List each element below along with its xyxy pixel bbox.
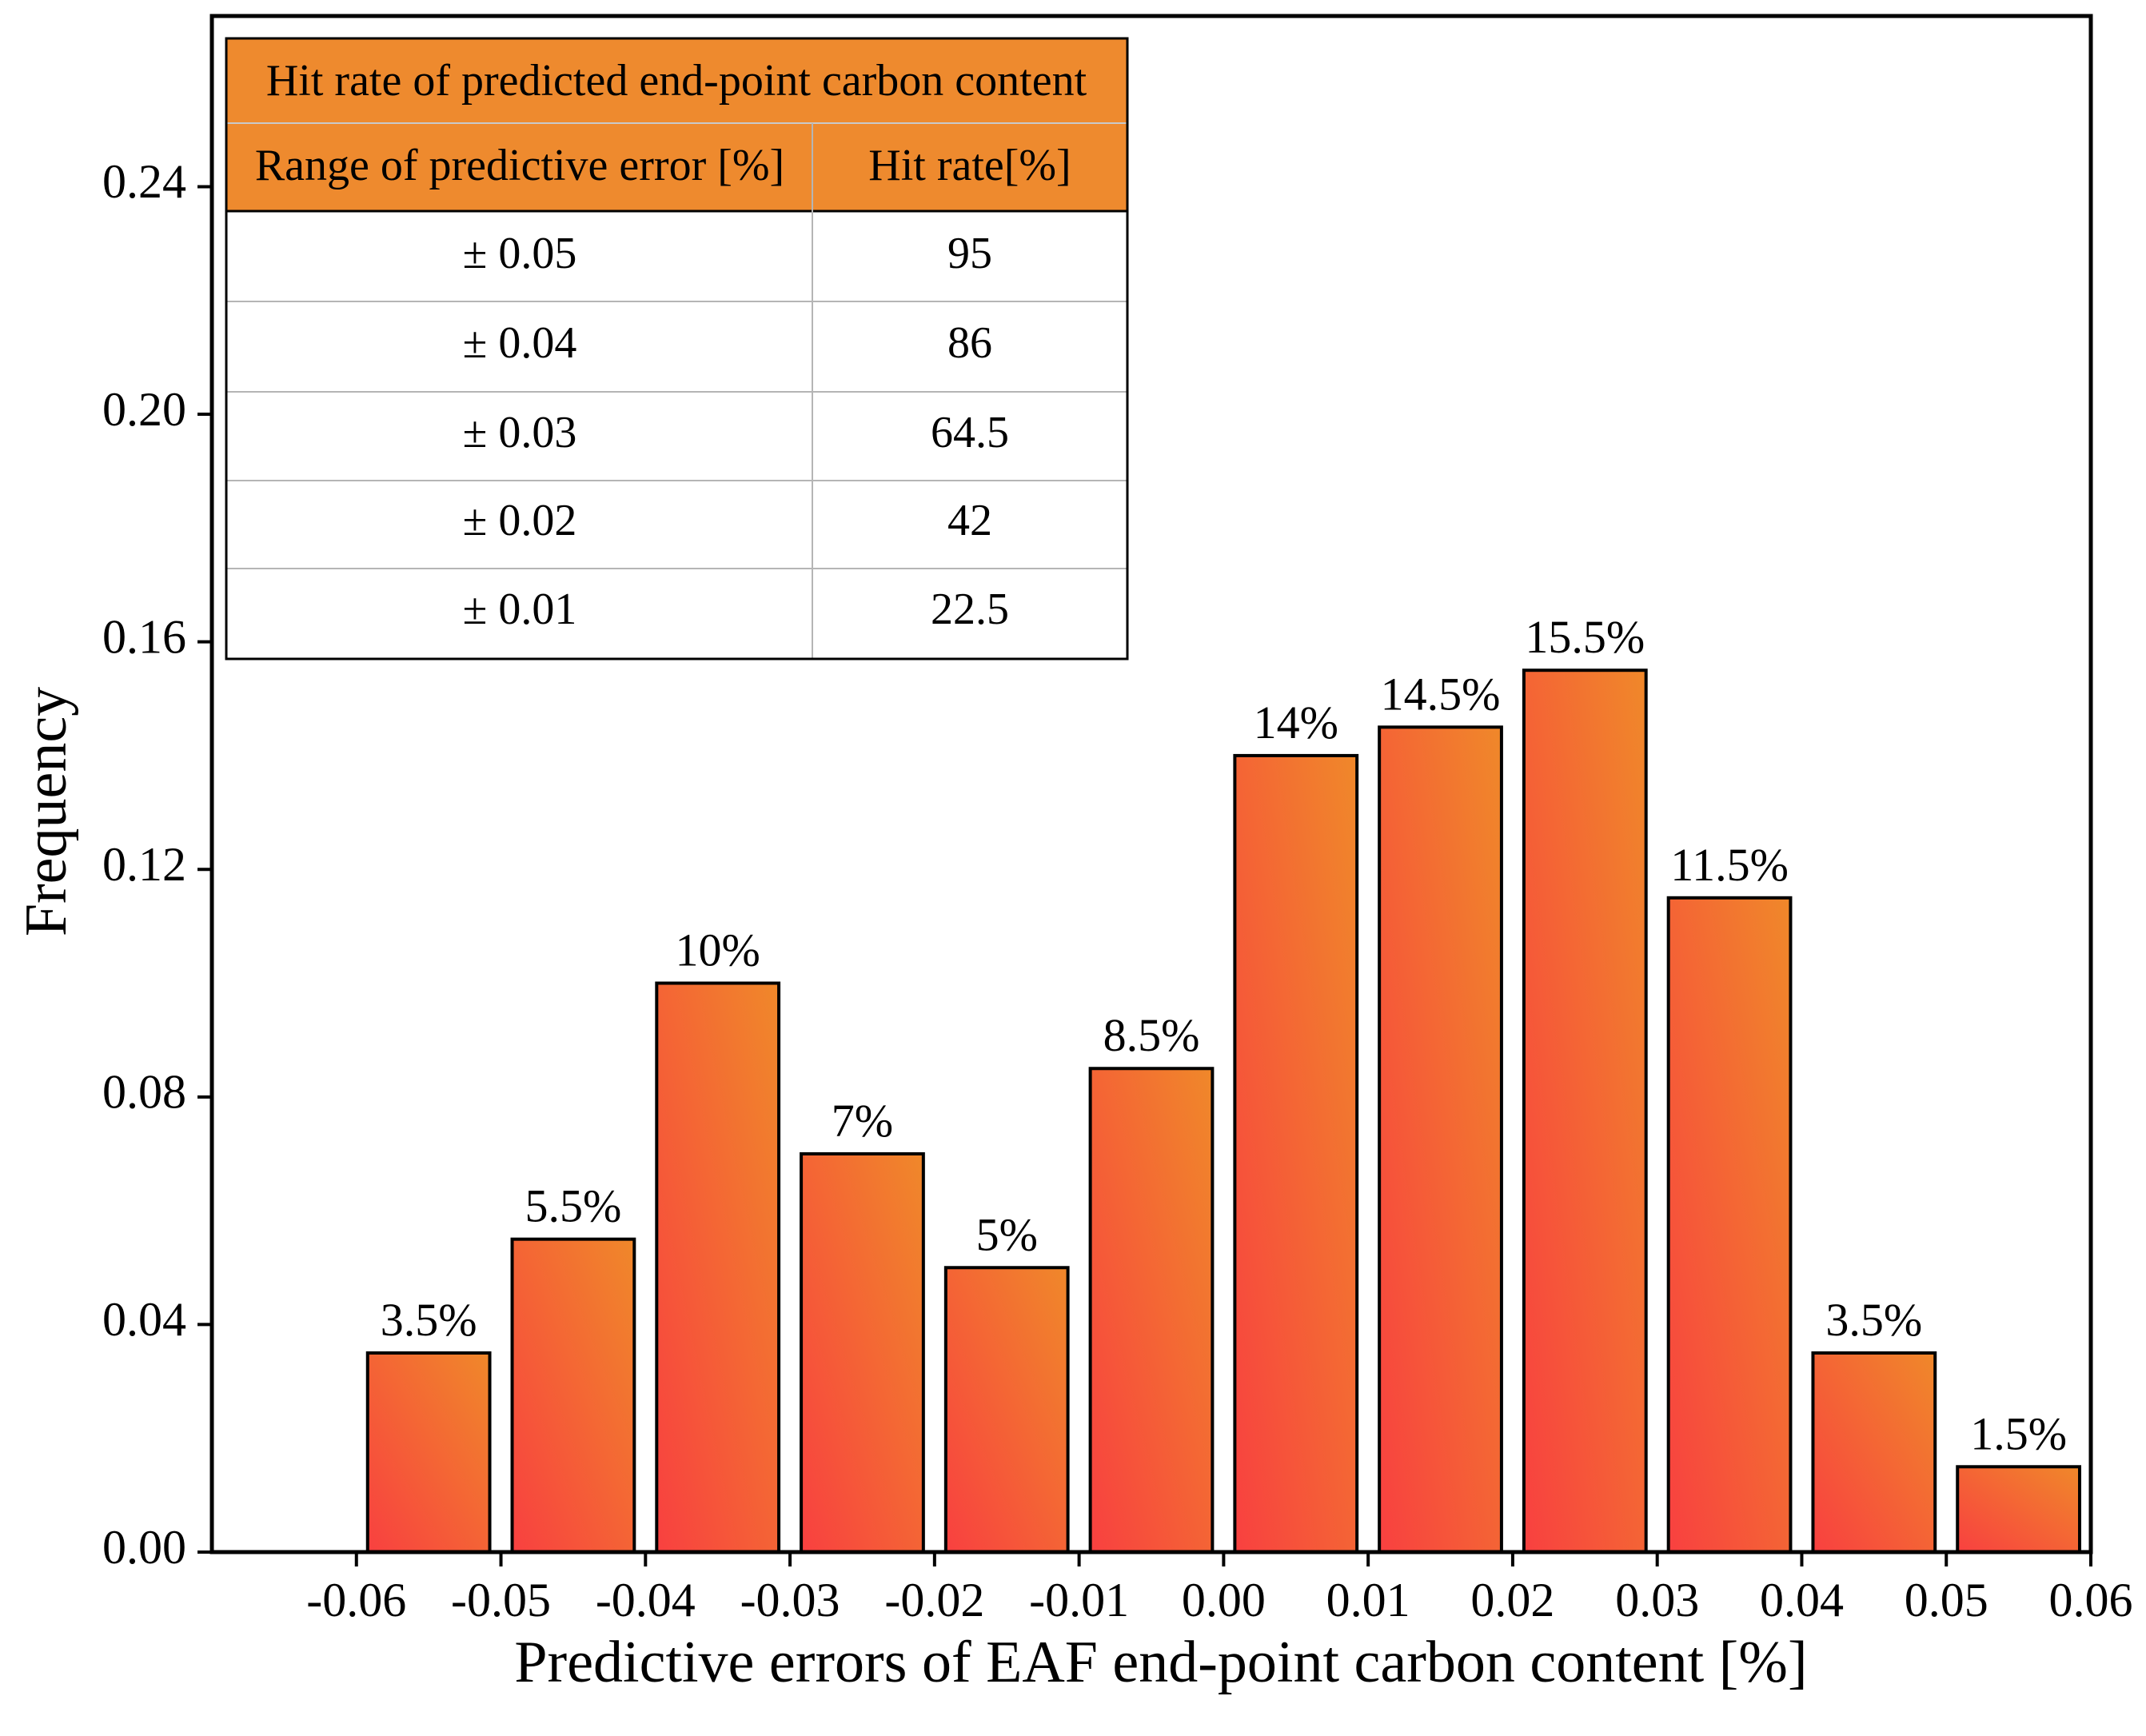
table-header-range: Range of predictive error [%] (255, 141, 784, 190)
table-cell-range: ± 0.05 (463, 229, 577, 278)
table-cell-range: ± 0.01 (463, 585, 577, 634)
x-tick-label: 0.05 (1905, 1574, 1988, 1626)
bar (1811, 1351, 1937, 1554)
x-tick-label: 0.06 (2049, 1574, 2133, 1626)
x-tick-label: -0.06 (306, 1574, 406, 1626)
bar-data-label: 8.5% (1103, 1009, 1200, 1061)
x-tick-label: 0.03 (1615, 1574, 1699, 1626)
y-tick-label: 0.08 (102, 1066, 186, 1119)
y-tick-label: 0.24 (102, 155, 186, 208)
x-tick-label: -0.05 (451, 1574, 551, 1626)
y-tick-label: 0.16 (102, 610, 186, 663)
bar (1233, 753, 1359, 1554)
bar-data-label: 3.5% (381, 1294, 477, 1346)
table-body-background (226, 211, 1127, 659)
bar (1088, 1067, 1215, 1554)
y-axis-title: Frequency (14, 687, 79, 936)
bar (800, 1151, 925, 1554)
x-tick-label: 0.02 (1470, 1574, 1554, 1626)
x-tick-label: 0.01 (1326, 1574, 1410, 1626)
x-tick-label: -0.01 (1029, 1574, 1129, 1626)
x-tick-label: -0.02 (884, 1574, 984, 1626)
bar (510, 1237, 636, 1554)
bar-data-label: 3.5% (1825, 1294, 1922, 1346)
bar-data-label: 14.5% (1381, 668, 1501, 720)
y-tick-label: 0.00 (102, 1521, 186, 1574)
axes: -0.06 -0.05 -0.04 -0.03 -0.02 -0.01 0.00 0.01 0.… (102, 14, 2133, 1626)
table-cell-hit-rate: 95 (947, 229, 992, 278)
table-cell-range: ± 0.04 (463, 318, 577, 368)
bar (943, 1266, 1070, 1554)
bar (1378, 725, 1503, 1554)
hit-rate-table: Hit rate of predicted end-point carbon c… (225, 37, 1129, 660)
bars (365, 668, 2081, 1554)
bar (1956, 1465, 2081, 1554)
y-tick-label: 0.04 (102, 1293, 186, 1346)
table-cell-range: ± 0.02 (463, 496, 577, 545)
y-tick-label: 0.20 (102, 383, 186, 436)
bar-data-label: 14% (1254, 696, 1338, 748)
bar-data-label: 5% (976, 1208, 1038, 1260)
y-tick-label: 0.12 (102, 838, 186, 891)
x-tick-label: -0.04 (596, 1574, 696, 1626)
x-axis-title: Predictive errors of EAF end-point carbo… (514, 1630, 1807, 1695)
bar (655, 981, 781, 1554)
x-tick-label: -0.03 (740, 1574, 840, 1626)
x-tick-label: 0.00 (1182, 1574, 1266, 1626)
table-title-background (226, 38, 1127, 123)
table-border (225, 37, 1129, 660)
x-tick-label: 0.04 (1760, 1574, 1844, 1626)
bar-data-label: 11.5% (1670, 839, 1789, 891)
bar-data-label: 15.5% (1525, 611, 1645, 663)
table-header-background (226, 123, 1127, 211)
bar-data-label: 5.5% (525, 1180, 622, 1232)
bar-data-label: 7% (832, 1095, 893, 1147)
bar (365, 1351, 492, 1554)
table-cell-hit-rate: 22.5 (931, 585, 1009, 634)
plot-frame (209, 14, 2093, 1554)
table-cell-hit-rate: 64.5 (931, 408, 1009, 457)
bar-data-label: 1.5% (1970, 1407, 2067, 1459)
bar (1522, 668, 1648, 1554)
data-labels: 3.5% 5.5% 10% 7% 5% 8.5% 14% 14.5% 15.5% 11.5% 3.5… (381, 611, 2067, 1459)
bar-data-label: 10% (676, 924, 760, 976)
bar (1666, 896, 1793, 1554)
table-cell-hit-rate: 86 (947, 318, 992, 368)
table-title: Hit rate of predicted end-point carbon c… (266, 56, 1087, 106)
table-cell-range: ± 0.03 (463, 408, 577, 457)
table-cell-hit-rate: 42 (947, 496, 992, 545)
table-header-hit-rate: Hit rate[%] (868, 141, 1071, 190)
